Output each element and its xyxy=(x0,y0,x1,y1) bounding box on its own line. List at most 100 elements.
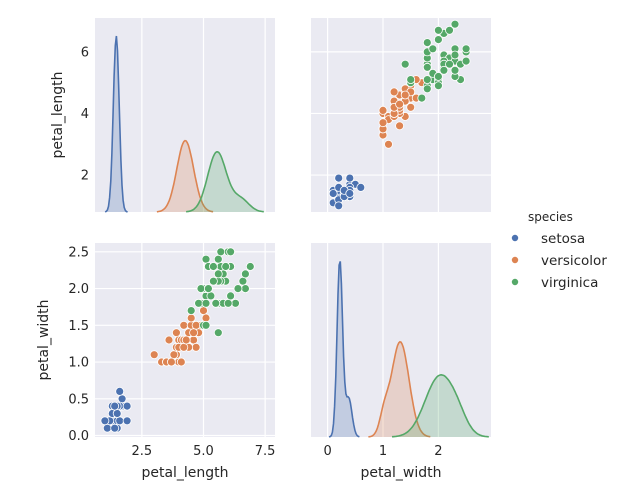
kde-petal-length-setosa-line xyxy=(104,35,128,213)
panel-petal-length-kde xyxy=(95,18,275,212)
point-virginica xyxy=(439,65,449,75)
point-versicolor xyxy=(191,320,201,330)
point-versicolor xyxy=(201,313,211,323)
point-virginica xyxy=(231,298,240,308)
point-virginica xyxy=(226,247,236,257)
y-tick-label-petal-width: 2.0 xyxy=(68,282,89,297)
point-setosa xyxy=(100,416,110,426)
point-virginica xyxy=(186,306,196,316)
point-virginica xyxy=(201,320,211,330)
x-tick-label-petal-width: 1 xyxy=(379,444,387,459)
y-tick-label-petal-width: 0.0 xyxy=(68,429,89,444)
point-setosa xyxy=(328,189,338,198)
point-virginica xyxy=(422,62,432,72)
point-setosa xyxy=(110,423,120,433)
point-virginica xyxy=(211,298,221,308)
point-versicolor xyxy=(400,90,410,100)
point-virginica xyxy=(445,25,454,35)
y-tick-label-petal-length: 4 xyxy=(81,107,89,122)
point-versicolor xyxy=(199,306,208,316)
point-virginica xyxy=(194,298,204,308)
point-virginica xyxy=(233,284,243,294)
x-tick-label-petal-length: 7.5 xyxy=(255,444,276,459)
point-virginica xyxy=(461,44,471,54)
point-setosa xyxy=(334,173,344,183)
legend-marker-setosa xyxy=(510,233,519,242)
point-versicolor xyxy=(378,106,388,115)
point-versicolor xyxy=(189,328,199,338)
scatter-points xyxy=(100,19,471,433)
point-setosa xyxy=(117,394,127,404)
kde-curves xyxy=(104,35,489,438)
point-versicolor xyxy=(181,335,191,345)
point-setosa xyxy=(110,401,120,411)
point-versicolor xyxy=(169,350,179,360)
legend-title: species xyxy=(528,210,573,224)
point-setosa xyxy=(334,201,344,211)
point-versicolor xyxy=(179,342,189,352)
point-virginica xyxy=(422,38,432,47)
point-versicolor xyxy=(389,87,399,97)
kde-petal-length-versicolor-line xyxy=(156,139,214,213)
x-axis-label-col0: petal_length xyxy=(141,465,228,481)
y-tick-label-petal-width: 1.0 xyxy=(68,356,89,371)
x-axis-label-col1: petal_width xyxy=(360,465,441,481)
y-tick-label-petal-width: 2.5 xyxy=(68,245,89,260)
legend-label-setosa: setosa xyxy=(541,231,585,247)
point-virginica xyxy=(221,262,231,271)
point-versicolor xyxy=(384,139,393,149)
point-virginica xyxy=(428,44,438,54)
kde-petal-length-virginica-fill xyxy=(186,151,264,212)
kde-petal-width-versicolor-line xyxy=(368,340,431,438)
legend-marker-virginica xyxy=(510,277,519,286)
point-virginica xyxy=(450,19,460,29)
point-virginica xyxy=(226,291,236,301)
point-virginica xyxy=(240,284,250,294)
point-versicolor xyxy=(179,320,189,330)
point-virginica xyxy=(213,269,223,279)
point-versicolor xyxy=(186,313,196,323)
y-axis-label-row0: petal_length xyxy=(50,71,66,158)
point-virginica xyxy=(461,56,471,66)
tick-labels: 2 4 6 0.0 0.5 1.0 1.5 2.0 2.5 2.5 5.0 7.5 0 1 2 xyxy=(68,45,442,459)
point-setosa xyxy=(345,189,355,198)
x-tick-label-petal-width: 2 xyxy=(434,444,442,459)
point-virginica xyxy=(238,276,248,286)
point-virginica xyxy=(400,59,410,69)
kde-petal-length-virginica-line xyxy=(186,150,264,213)
y-axis-label-row1: petal_width xyxy=(36,299,52,380)
point-virginica xyxy=(196,284,206,294)
point-setosa xyxy=(122,401,132,411)
point-versicolor xyxy=(189,335,199,345)
point-virginica xyxy=(201,298,211,308)
legend-marker-versicolor xyxy=(510,255,519,264)
point-virginica xyxy=(213,328,223,338)
point-virginica xyxy=(433,72,443,81)
point-virginica xyxy=(216,247,226,257)
legend-label-versicolor: versicolor xyxy=(541,253,607,269)
point-virginica xyxy=(203,284,213,294)
point-versicolor xyxy=(395,121,405,131)
y-tick-label-petal-length: 6 xyxy=(81,45,89,60)
point-versicolor xyxy=(171,328,181,338)
point-virginica xyxy=(422,84,432,94)
point-virginica xyxy=(240,269,250,279)
y-tick-label-petal-length: 2 xyxy=(81,169,89,184)
y-tick-label-petal-width: 1.5 xyxy=(68,319,89,334)
point-versicolor xyxy=(191,342,201,352)
kde-petal-width-setosa-fill xyxy=(329,261,360,437)
y-tick-label-petal-width: 0.5 xyxy=(68,392,89,407)
x-tick-label-petal-length: 2.5 xyxy=(132,444,153,459)
point-virginica xyxy=(213,254,223,264)
point-versicolor xyxy=(149,350,159,360)
point-virginica xyxy=(433,35,443,44)
legend-label-virginica: virginica xyxy=(541,275,598,291)
point-virginica xyxy=(433,25,443,35)
kde-petal-length-setosa-fill xyxy=(105,36,128,212)
point-virginica xyxy=(406,75,416,84)
kde-petal-width-virginica-line xyxy=(392,373,489,438)
point-virginica xyxy=(206,291,216,301)
point-virginica xyxy=(223,298,233,308)
point-versicolor xyxy=(164,335,174,345)
